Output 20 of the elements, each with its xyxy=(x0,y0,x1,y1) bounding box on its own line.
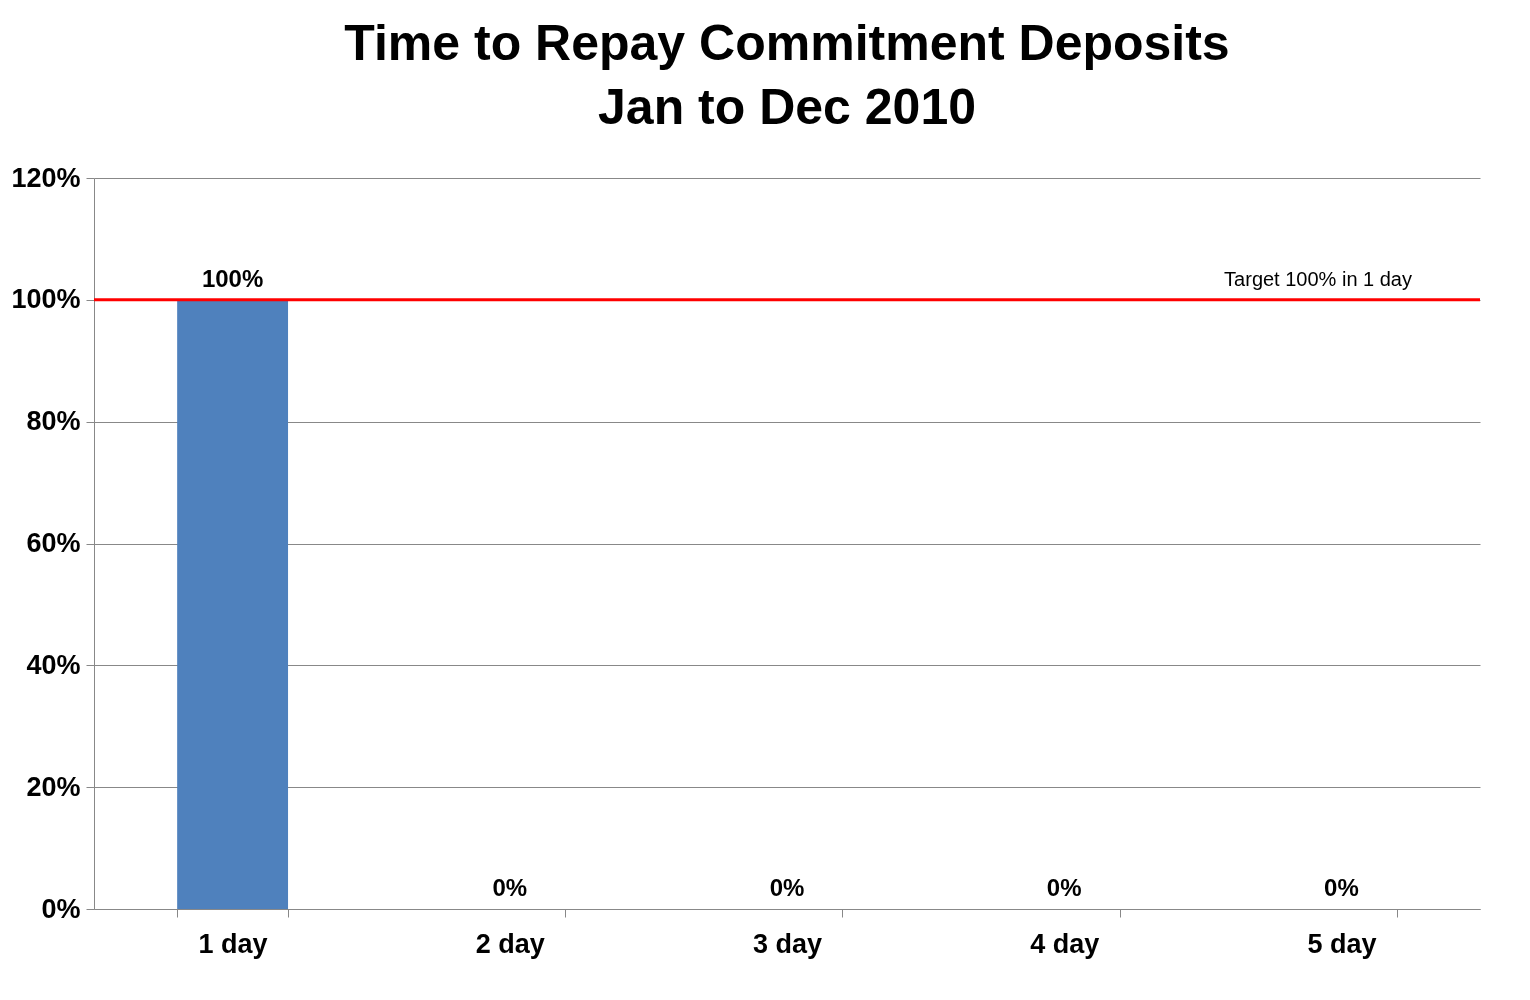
x-tick-label: 4 day xyxy=(1030,928,1100,959)
x-tick-label: 3 day xyxy=(752,928,823,959)
chart-subtitle: Jan to Dec 2010 xyxy=(598,79,976,135)
y-tick-label: 60% xyxy=(26,528,81,558)
y-tick-label: 120% xyxy=(11,162,81,193)
y-tick-label: 20% xyxy=(26,771,81,802)
x-tick-label: 2 day xyxy=(475,928,545,959)
chart-title: Time to Repay Commitment Deposits xyxy=(344,15,1230,71)
ref-line-label: Target 100% in 1 day xyxy=(1224,267,1412,290)
y-tick-label: 80% xyxy=(26,406,81,437)
y-tick-label: 100% xyxy=(11,284,81,315)
data-label: 0% xyxy=(492,874,528,901)
data-label: 0% xyxy=(1324,874,1359,901)
y-tick-label: 0% xyxy=(41,893,81,924)
data-label: 100% xyxy=(201,264,264,292)
y-tick-label: 40% xyxy=(26,649,81,680)
data-label: 0% xyxy=(1046,874,1082,901)
x-tick-label: 5 day xyxy=(1307,928,1377,959)
x-tick-label: 1 day xyxy=(198,928,268,959)
data-label: 0% xyxy=(769,874,805,901)
